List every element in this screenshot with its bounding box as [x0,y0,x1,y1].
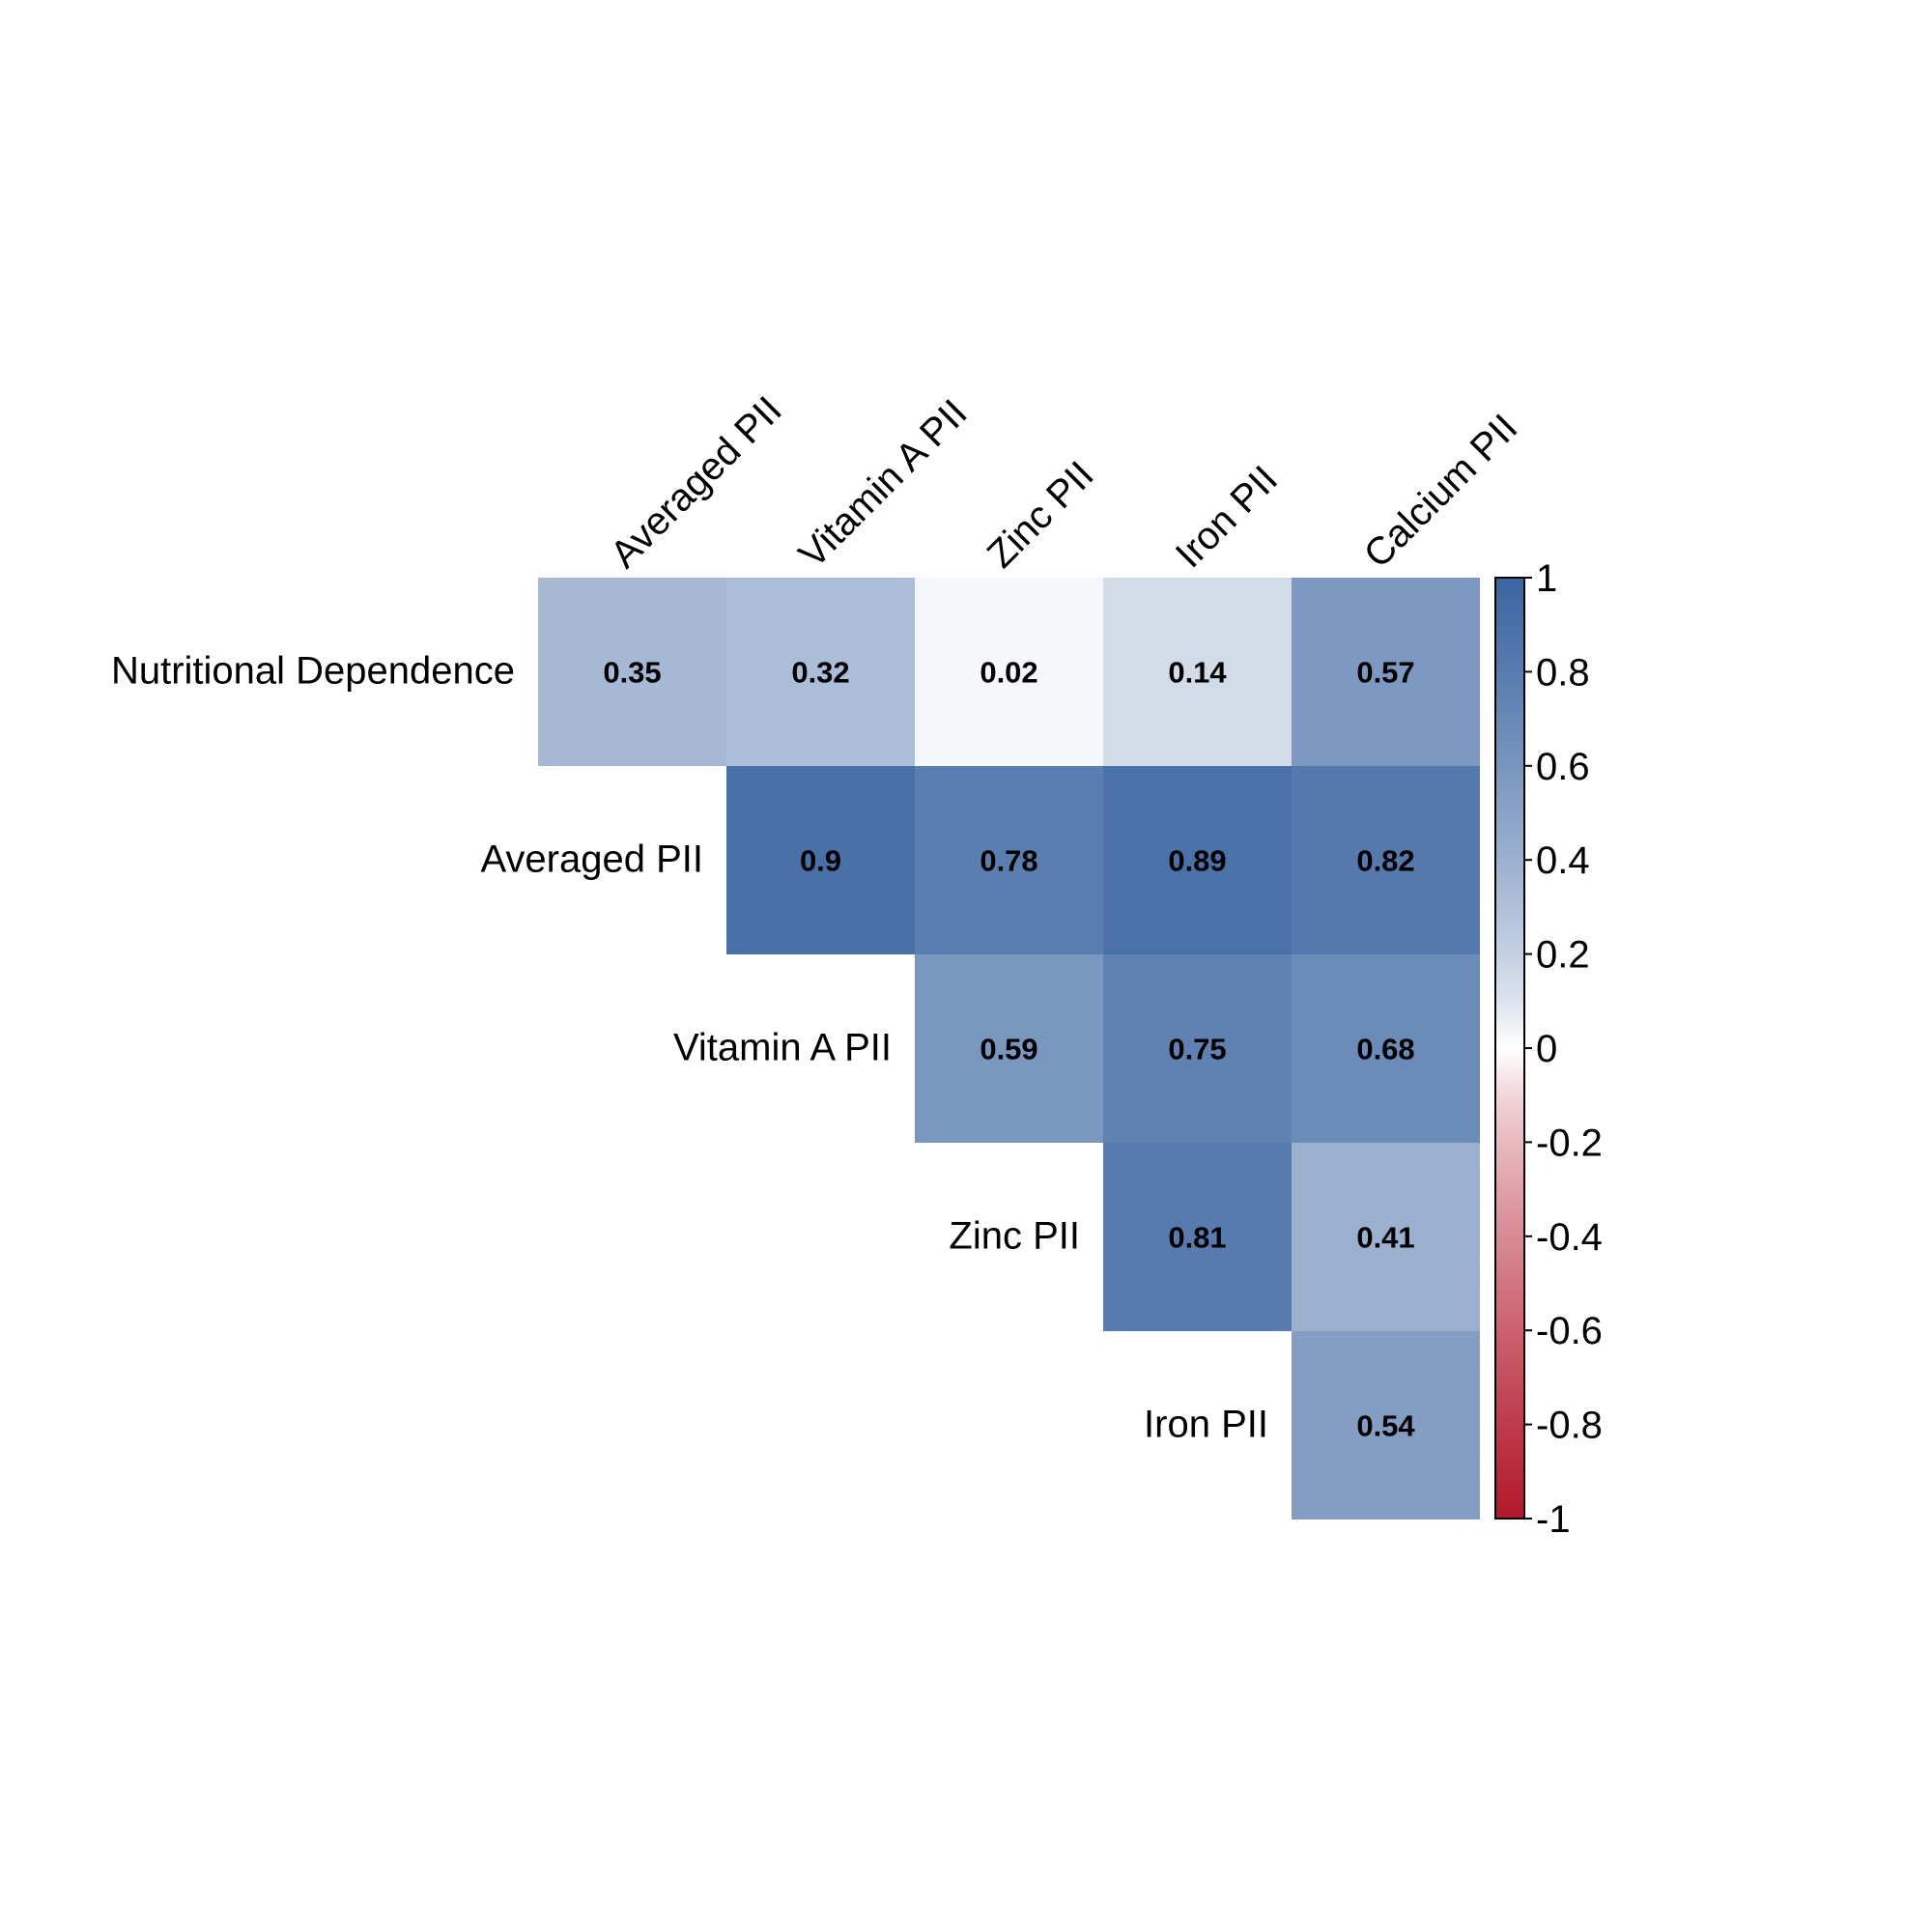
row-label: Iron PII [1144,1404,1268,1446]
heatmap-cell [1292,766,1480,954]
cell-labels-layer: 0.35 0.32 0.02 0.14 0.57 0.9 0.78 0.89 0.82 0.59 0… [603,656,1415,1443]
cell-value-label: 0.32 [791,656,849,690]
column-label: Iron PII [1168,458,1286,576]
colorbar-tick-label: -0.8 [1536,1405,1603,1447]
colorbar-gradient [1494,577,1525,1520]
heatmap-cell [915,954,1103,1143]
cell-value-label: 0.59 [980,1033,1037,1066]
heatmap-cell [1103,578,1292,766]
colorbar-tick-label: 0.6 [1536,746,1590,788]
cell-value-label: 0.41 [1356,1221,1414,1255]
column-label: Averaged PII [603,388,790,576]
colorbar: 1 0.8 0.6 0.4 0.2 0 -0.2 -0.4 -0.6 -0.8 -1 [1494,557,1603,1541]
colorbar-tick-label: -0.2 [1536,1122,1603,1164]
heatmap-cell [726,766,915,954]
cell-value-label: 0.35 [603,656,661,690]
cell-value-label: 0.02 [980,656,1037,690]
column-label: Vitamin A PII [791,391,976,576]
colorbar-tick-label: -0.4 [1536,1216,1603,1259]
heatmap-cell [538,578,726,766]
cell-value-label: 0.81 [1168,1221,1226,1255]
cell-value-label: 0.14 [1168,656,1227,690]
heatmap-cell [1292,1331,1480,1520]
cell-value-label: 0.54 [1356,1409,1415,1443]
cell-value-label: 0.75 [1168,1033,1226,1066]
row-labels-layer: Nutritional Dependence Averaged PII Vitami… [111,650,1268,1446]
cell-value-label: 0.82 [1356,844,1414,878]
row-label: Zinc PII [949,1215,1080,1258]
cell-value-label: 0.9 [800,844,841,878]
heatmap-cell [1292,1143,1480,1331]
heatmap-cell [1103,954,1292,1143]
cells-layer [538,578,1480,1520]
colorbar-tick-label: -1 [1536,1498,1571,1541]
row-label: Averaged PII [480,838,703,881]
colorbar-tick-label: 0.8 [1536,651,1590,694]
heatmap-cell [915,578,1103,766]
cell-value-label: 0.68 [1356,1033,1414,1066]
cell-value-label: 0.89 [1168,844,1226,878]
column-labels-layer: Averaged PII Vitamin A PII Zinc PII Iron PI… [603,388,1526,576]
colorbar-tick-label: 0.2 [1536,934,1590,977]
colorbar-tick-label: -0.6 [1536,1310,1603,1352]
heatmap-cell [726,578,915,766]
heatmap-cell [1292,954,1480,1143]
colorbar-tick-label: 1 [1536,557,1557,600]
row-label: Nutritional Dependence [111,650,515,693]
column-label: Zinc PII [980,453,1102,576]
colorbar-tick-label: 0.4 [1536,839,1590,882]
row-label: Vitamin A PII [673,1027,892,1069]
cell-value-label: 0.78 [980,844,1037,878]
heatmap-cell [1103,766,1292,954]
heatmap-cell [1103,1143,1292,1331]
cell-value-label: 0.57 [1356,656,1414,690]
heatmap-cell [1292,578,1480,766]
colorbar-tick-label: 0 [1536,1028,1557,1070]
column-label: Calcium PII [1356,407,1526,577]
heatmap-cell [915,766,1103,954]
